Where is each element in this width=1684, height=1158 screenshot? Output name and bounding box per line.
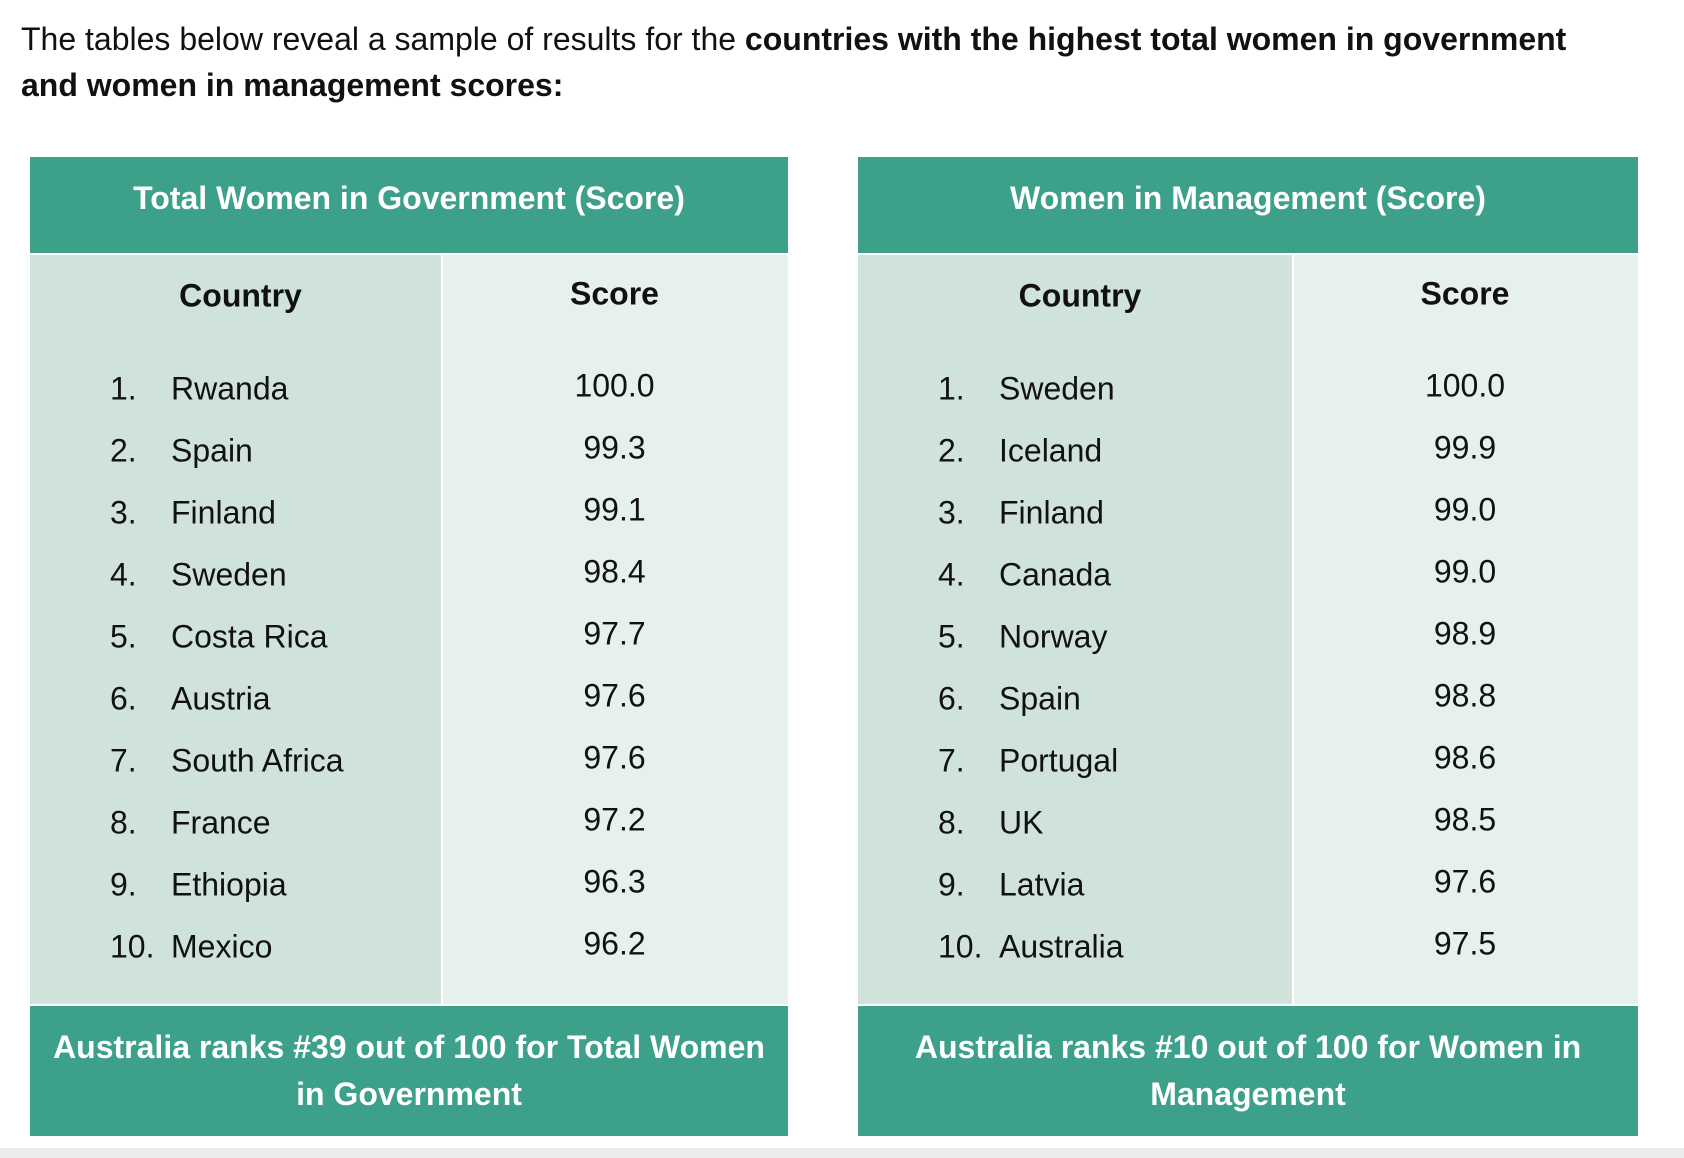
country: Finland — [999, 494, 1104, 531]
score: 99.0 — [1433, 491, 1497, 528]
score: 97.5 — [1433, 925, 1497, 962]
country: Spain — [999, 680, 1081, 717]
rank: 5. — [938, 618, 965, 655]
score: 99.0 — [1433, 553, 1497, 590]
score: 97.6 — [583, 739, 646, 776]
rank: 4. — [938, 556, 965, 593]
country: Norway — [999, 618, 1108, 655]
table-title: Women in Management (Score) — [858, 157, 1638, 253]
score: 99.1 — [583, 491, 646, 528]
score: 98.9 — [1433, 615, 1497, 652]
column-header: Score — [1420, 275, 1510, 312]
rank: 8. — [938, 804, 965, 841]
score: 97.7 — [583, 615, 646, 652]
score-column — [1294, 255, 1638, 1004]
rank: 2. — [110, 432, 137, 469]
score-column — [443, 255, 788, 1004]
country: Costa Rica — [171, 618, 328, 655]
score: 98.8 — [1433, 677, 1497, 714]
rank: 2. — [938, 432, 965, 469]
column-header: Score — [570, 275, 659, 312]
country: Austria — [171, 680, 271, 717]
country: Latvia — [999, 866, 1085, 903]
rank: 4. — [110, 556, 137, 593]
table-footer: Australia ranks #39 out of 100 for Total… — [30, 1006, 788, 1136]
country: Finland — [171, 494, 276, 531]
rank: 9. — [110, 866, 137, 903]
intro-text: The tables below reveal a sample of resu… — [21, 21, 745, 57]
rank: 9. — [938, 866, 965, 903]
country: UK — [999, 804, 1044, 841]
rank: 1. — [938, 370, 965, 407]
score: 96.2 — [583, 925, 646, 962]
rank: 6. — [110, 680, 137, 717]
country: Australia — [999, 928, 1124, 965]
score: 98.6 — [1433, 739, 1497, 776]
table-title: Total Women in Government (Score) — [30, 157, 788, 253]
country: Portugal — [999, 742, 1119, 779]
rank: 6. — [938, 680, 965, 717]
bottom-strip — [0, 1148, 1684, 1158]
country: Rwanda — [171, 370, 289, 407]
table: Women in Management (Score) Country Score 1… — [858, 157, 1638, 1136]
rank: 7. — [110, 742, 137, 779]
score: 99.9 — [1433, 429, 1497, 466]
rank: 1. — [110, 370, 137, 407]
country: France — [171, 804, 271, 841]
column-header: Country — [179, 277, 302, 314]
rank: 3. — [938, 494, 965, 531]
table-footer: Australia ranks #10 out of 100 for Women… — [858, 1006, 1638, 1136]
rank: 7. — [938, 742, 965, 779]
rank: 10. — [938, 928, 983, 965]
score: 99.3 — [583, 429, 646, 466]
country: Sweden — [171, 556, 287, 593]
country-column — [30, 255, 441, 1004]
country: South Africa — [171, 742, 344, 779]
country: Iceland — [999, 432, 1103, 469]
score: 100.0 — [574, 367, 655, 404]
country: Canada — [999, 556, 1112, 593]
country: Mexico — [171, 928, 273, 965]
score: 97.6 — [583, 677, 646, 714]
score: 96.3 — [583, 863, 646, 900]
score: 100.0 — [1424, 367, 1506, 404]
rank: 3. — [110, 494, 137, 531]
intro-bold: countries with the highest total women i… — [21, 21, 1567, 103]
score: 97.2 — [583, 801, 646, 838]
rank: 10. — [110, 928, 155, 965]
country: Sweden — [999, 370, 1115, 407]
column-header: Country — [1018, 277, 1142, 314]
country: Spain — [171, 432, 253, 469]
score: 98.4 — [583, 553, 646, 590]
score: 98.5 — [1433, 801, 1497, 838]
rank: 5. — [110, 618, 137, 655]
intro: The tables below reveal a sample of resu… — [21, 16, 1581, 108]
country: Ethiopia — [171, 866, 287, 903]
rank: 8. — [110, 804, 137, 841]
score: 97.6 — [1433, 863, 1497, 900]
country-column — [858, 255, 1292, 1004]
table: Total Women in Government (Score) Country… — [30, 157, 788, 1136]
